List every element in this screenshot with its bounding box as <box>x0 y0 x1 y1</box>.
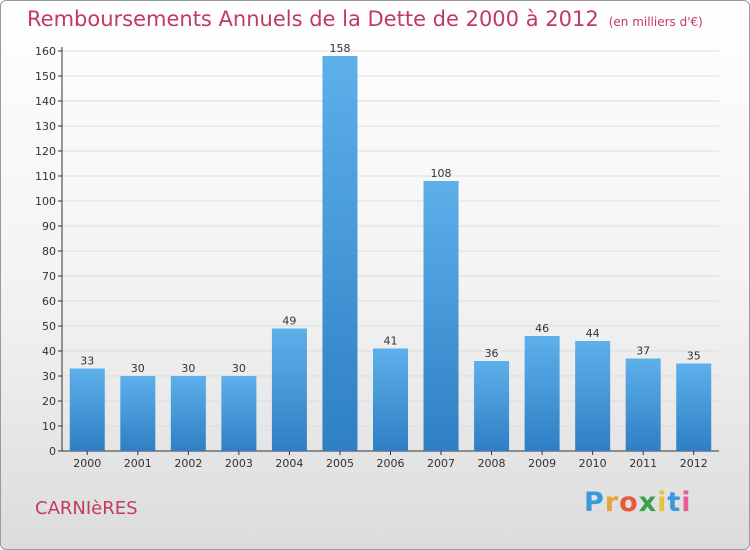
y-tick-label: 110 <box>35 170 56 183</box>
bar <box>271 328 307 451</box>
x-tick-label: 2011 <box>629 457 657 470</box>
y-tick-label: 10 <box>42 420 56 433</box>
brand-letter: i <box>657 487 668 518</box>
bar <box>423 181 459 451</box>
value-label: 41 <box>384 335 398 348</box>
x-tick-label: 2006 <box>377 457 405 470</box>
value-label: 30 <box>232 362 246 375</box>
bar <box>373 348 408 451</box>
y-tick-label: 70 <box>42 270 56 283</box>
chart-title: Remboursements Annuels de la Dette de 20… <box>27 7 599 31</box>
y-tick-label: 100 <box>35 195 56 208</box>
x-tick-label: 2008 <box>478 457 506 470</box>
value-label: 44 <box>586 327 600 340</box>
value-label: 35 <box>687 350 701 363</box>
y-tick-label: 50 <box>42 320 56 333</box>
y-tick-label: 0 <box>49 445 56 458</box>
x-tick-label: 2002 <box>174 457 202 470</box>
y-tick-label: 20 <box>42 395 56 408</box>
y-tick-label: 140 <box>35 95 56 108</box>
value-label: 158 <box>329 42 350 55</box>
bars <box>69 56 712 451</box>
brand-letter: r <box>604 487 620 518</box>
value-label: 30 <box>181 362 195 375</box>
x-tick-label: 2012 <box>680 457 708 470</box>
x-tick-label: 2005 <box>326 457 354 470</box>
y-tick-label: 120 <box>35 145 56 158</box>
value-label: 49 <box>282 315 296 328</box>
bar <box>625 358 661 451</box>
chart-subtitle: (en milliers d'€) <box>608 15 703 29</box>
proxiti-logo: Proxiti <box>584 487 692 518</box>
value-label: 46 <box>535 322 549 335</box>
bar <box>474 361 510 451</box>
y-tick-label: 160 <box>35 45 56 58</box>
x-tick-label: 2007 <box>427 457 455 470</box>
y-tick-label: 90 <box>42 220 56 233</box>
title-row: Remboursements Annuels de la Dette de 20… <box>27 7 703 31</box>
brand-letter: P <box>584 487 605 518</box>
x-tick-label: 2000 <box>73 457 101 470</box>
y-tick-label: 60 <box>42 295 56 308</box>
brand-letter: i <box>681 487 692 518</box>
value-label: 36 <box>485 347 499 360</box>
value-label: 33 <box>80 355 94 368</box>
x-tick-label: 2001 <box>124 457 152 470</box>
bar <box>575 341 611 451</box>
x-tick-label: 2009 <box>528 457 556 470</box>
y-tick-label: 130 <box>35 120 56 133</box>
bar <box>322 56 358 451</box>
value-label: 108 <box>431 167 452 180</box>
y-tick-label: 150 <box>35 70 56 83</box>
bar <box>120 376 156 451</box>
x-tick-label: 2003 <box>225 457 253 470</box>
bar <box>69 368 105 451</box>
brand-letter: t <box>667 487 682 518</box>
brand-letter: o <box>619 487 639 518</box>
x-tick-label: 2004 <box>275 457 303 470</box>
bar <box>676 363 712 451</box>
brand-letter: x <box>638 487 658 518</box>
value-label: 37 <box>636 345 650 358</box>
y-tick-label: 80 <box>42 245 56 258</box>
y-tick-label: 40 <box>42 345 56 358</box>
x-tick-label: 2010 <box>579 457 607 470</box>
labels: 0 10 20 30 40 50 60 70 80 90 100 110 120 130 140 150 160… <box>35 42 708 470</box>
bar <box>221 376 257 451</box>
y-tick-label: 30 <box>42 370 56 383</box>
bar <box>524 336 560 451</box>
bar <box>170 376 206 451</box>
value-label: 30 <box>131 362 145 375</box>
location-name: CARNIèRES <box>35 498 138 519</box>
